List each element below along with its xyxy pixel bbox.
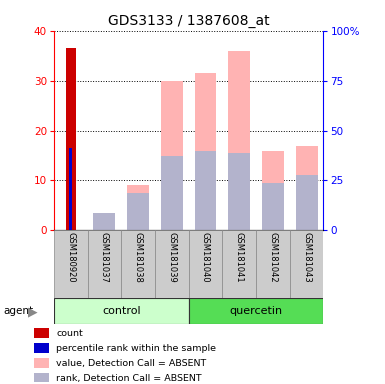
- Bar: [194, 151, 216, 230]
- Text: ▶: ▶: [28, 305, 38, 318]
- Text: GSM181043: GSM181043: [302, 232, 311, 283]
- Text: GSM181042: GSM181042: [268, 232, 277, 282]
- Bar: [34, 343, 49, 353]
- Bar: [194, 73, 216, 230]
- Text: rank, Detection Call = ABSENT: rank, Detection Call = ABSENT: [56, 374, 202, 383]
- Bar: [161, 156, 183, 230]
- Bar: [296, 146, 318, 230]
- Bar: [94, 215, 115, 230]
- Title: GDS3133 / 1387608_at: GDS3133 / 1387608_at: [108, 14, 270, 28]
- Text: count: count: [56, 329, 83, 338]
- Text: percentile rank within the sample: percentile rank within the sample: [56, 344, 216, 353]
- Bar: [127, 185, 149, 230]
- Bar: [223, 230, 256, 298]
- Text: agent: agent: [4, 306, 34, 316]
- Bar: [54, 298, 189, 324]
- Bar: [66, 48, 76, 230]
- Bar: [88, 230, 121, 298]
- Text: GSM181039: GSM181039: [167, 232, 176, 283]
- Bar: [290, 230, 323, 298]
- Bar: [256, 230, 290, 298]
- Bar: [228, 51, 250, 230]
- Bar: [262, 183, 284, 230]
- Bar: [34, 373, 49, 383]
- Bar: [189, 230, 223, 298]
- Text: control: control: [102, 306, 141, 316]
- Bar: [34, 358, 49, 368]
- Bar: [228, 153, 250, 230]
- Bar: [34, 328, 49, 338]
- Text: GSM181037: GSM181037: [100, 232, 109, 283]
- Text: GSM181038: GSM181038: [134, 232, 142, 283]
- Text: value, Detection Call = ABSENT: value, Detection Call = ABSENT: [56, 359, 206, 367]
- Bar: [262, 151, 284, 230]
- Bar: [121, 230, 155, 298]
- Text: GSM181040: GSM181040: [201, 232, 210, 282]
- Bar: [189, 298, 323, 324]
- Bar: [54, 230, 88, 298]
- Bar: [127, 193, 149, 230]
- Bar: [69, 148, 72, 230]
- Text: GSM181041: GSM181041: [235, 232, 244, 282]
- Bar: [296, 175, 318, 230]
- Bar: [161, 81, 183, 230]
- Bar: [155, 230, 189, 298]
- Text: GSM180920: GSM180920: [66, 232, 75, 282]
- Bar: [94, 213, 115, 230]
- Text: quercetin: quercetin: [229, 306, 283, 316]
